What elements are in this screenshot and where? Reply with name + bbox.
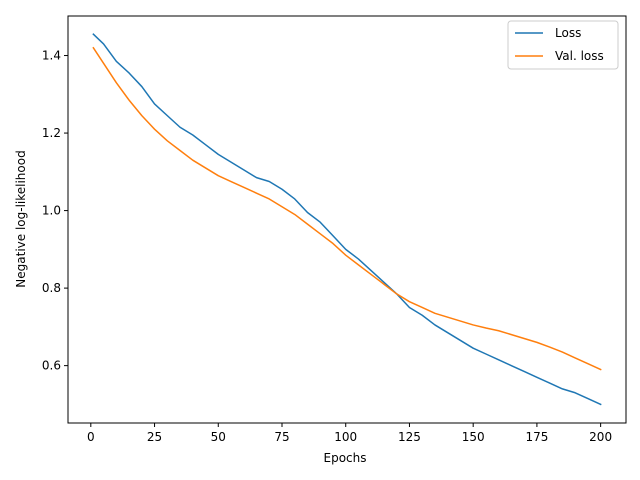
x-tick-label: 100: [334, 430, 357, 444]
x-tick-label: 200: [589, 430, 612, 444]
x-tick-label: 150: [462, 430, 485, 444]
y-tick-label: 0.6: [42, 359, 61, 373]
series-line-val-loss: [92, 46, 602, 371]
x-tick-label: 50: [211, 430, 226, 444]
legend-label-val-loss: Val. loss: [555, 49, 604, 63]
x-axis-label: Epochs: [324, 451, 367, 465]
y-tick-label: 0.8: [42, 281, 61, 295]
x-tick-label: 0: [87, 430, 95, 444]
legend-label-loss: Loss: [555, 26, 581, 40]
y-tick-label: 1.2: [42, 126, 61, 140]
x-tick-label: 125: [398, 430, 421, 444]
series-layer: [92, 33, 602, 406]
y-tick-label: 1.4: [42, 49, 61, 63]
y-tick-label: 1.0: [42, 204, 61, 218]
series-line-loss: [92, 33, 602, 406]
x-tick-label: 25: [147, 430, 162, 444]
x-axis-ticks: 0 25 50 75 100 125 150 175 200: [87, 423, 612, 444]
x-tick-label: 175: [525, 430, 548, 444]
x-tick-label: 75: [274, 430, 289, 444]
y-axis-ticks: 0.6 0.8 1.0 1.2 1.4: [42, 49, 68, 373]
y-axis-label: Negative log-likelihood: [14, 150, 28, 287]
plot-frame: [67, 15, 627, 424]
plot-area: [68, 16, 626, 423]
legend: Loss Val. loss: [507, 20, 619, 70]
